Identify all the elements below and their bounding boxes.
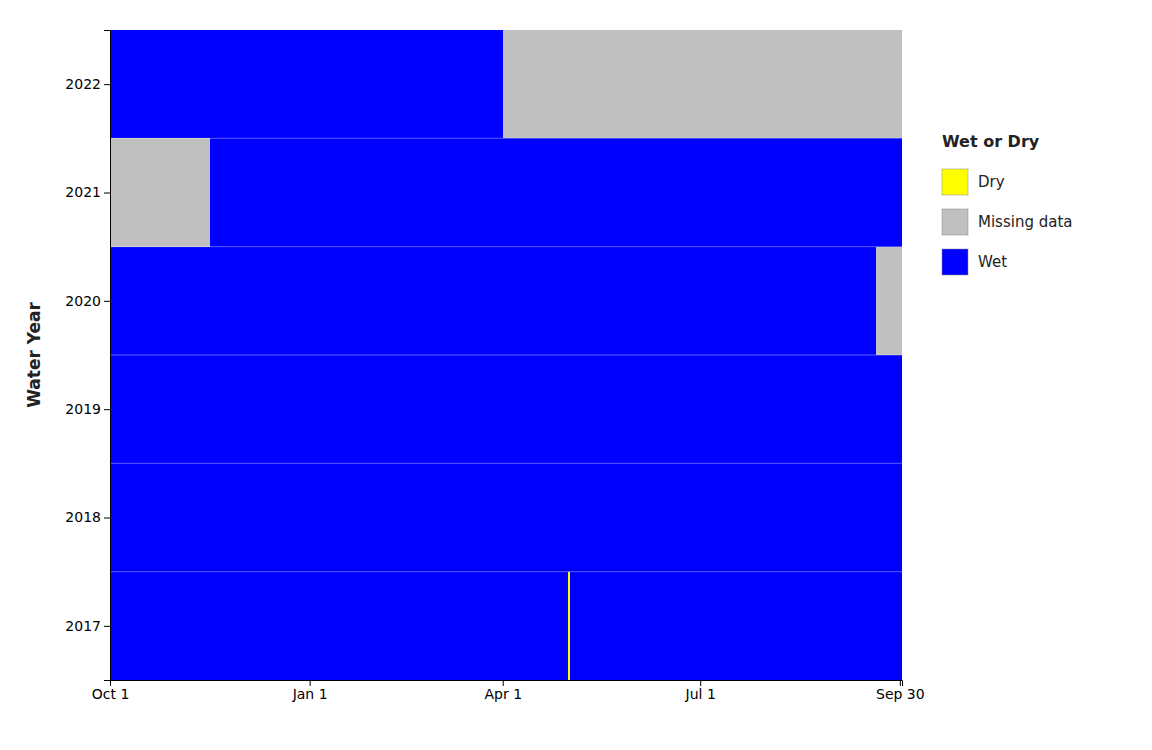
tick-label: Jan 1 xyxy=(292,686,328,702)
series xyxy=(110,30,902,680)
legend-label: Missing data xyxy=(978,213,1073,231)
series xyxy=(110,30,902,355)
tick-label: Apr 1 xyxy=(484,686,522,702)
tick: 2019 xyxy=(65,401,110,417)
grid-line xyxy=(110,355,902,356)
tick-mark xyxy=(104,301,110,302)
tick-mark xyxy=(104,193,110,194)
tick: Jan 1 xyxy=(292,680,328,702)
tick: 2022 xyxy=(65,76,110,92)
tick-mark xyxy=(104,518,110,519)
legend-item: Missing data xyxy=(942,209,1073,235)
range-bar xyxy=(568,572,570,680)
grid-line xyxy=(110,571,902,572)
series xyxy=(568,572,570,680)
range-bar xyxy=(110,30,503,138)
range-bar xyxy=(210,138,902,246)
range-bar xyxy=(110,463,902,571)
axis-title: Water Year xyxy=(24,302,44,408)
range-bar xyxy=(503,30,902,138)
plot: Oct 1Jan 1Apr 1Jul 1Sep 3020172018201920… xyxy=(24,30,925,702)
tick-mark xyxy=(104,84,110,85)
tick: Apr 1 xyxy=(484,680,522,702)
tick: 2017 xyxy=(65,618,110,634)
range-bar xyxy=(110,355,902,463)
tick: Sep 30 xyxy=(876,680,925,702)
tick: 2018 xyxy=(65,509,110,525)
tick-label: 2021 xyxy=(65,184,101,200)
grid-line xyxy=(110,138,902,139)
tick-label: Jul 1 xyxy=(685,686,716,702)
marks xyxy=(110,30,902,680)
range-bar xyxy=(876,247,902,355)
legend-item: Dry xyxy=(942,169,1005,195)
tick-label: 2018 xyxy=(65,509,101,525)
legend-title: Wet or Dry xyxy=(942,132,1040,151)
grid-line xyxy=(110,463,902,464)
tick-label: Sep 30 xyxy=(876,686,925,702)
range-bar xyxy=(110,247,876,355)
tick: Oct 1 xyxy=(92,680,130,702)
legend-swatch xyxy=(942,249,968,275)
tick-label: 2022 xyxy=(65,76,101,92)
chart: Oct 1Jan 1Apr 1Jul 1Sep 3020172018201920… xyxy=(0,0,1152,750)
range-bar xyxy=(110,138,210,246)
axis-line xyxy=(104,31,111,681)
range-bar xyxy=(110,572,568,680)
x-axis: Oct 1 Jan 1 Apr 1 Jul 1 Sep 30 xyxy=(92,680,925,702)
legend-label: Dry xyxy=(978,173,1005,191)
tick: Jul 1 xyxy=(685,680,716,702)
legend: Wet or Dry Dry Missing data Wet xyxy=(942,132,1073,275)
tick-label: 2020 xyxy=(65,293,101,309)
grid-line xyxy=(110,246,902,247)
legend-label: Wet xyxy=(978,253,1007,271)
y-axis: 2017 2018 2019 2020 2021 2022 xyxy=(65,31,110,681)
tick: 2021 xyxy=(65,184,110,200)
tick: 2020 xyxy=(65,293,110,309)
range-bar xyxy=(570,572,902,680)
legend-swatch xyxy=(942,169,968,195)
legend-item: Wet xyxy=(942,249,1007,275)
tick-label: Oct 1 xyxy=(92,686,130,702)
tick-label: 2019 xyxy=(65,401,101,417)
tick-mark xyxy=(104,409,110,410)
legend-swatch xyxy=(942,209,968,235)
tick-label: 2017 xyxy=(65,618,101,634)
tick-mark xyxy=(104,626,110,627)
